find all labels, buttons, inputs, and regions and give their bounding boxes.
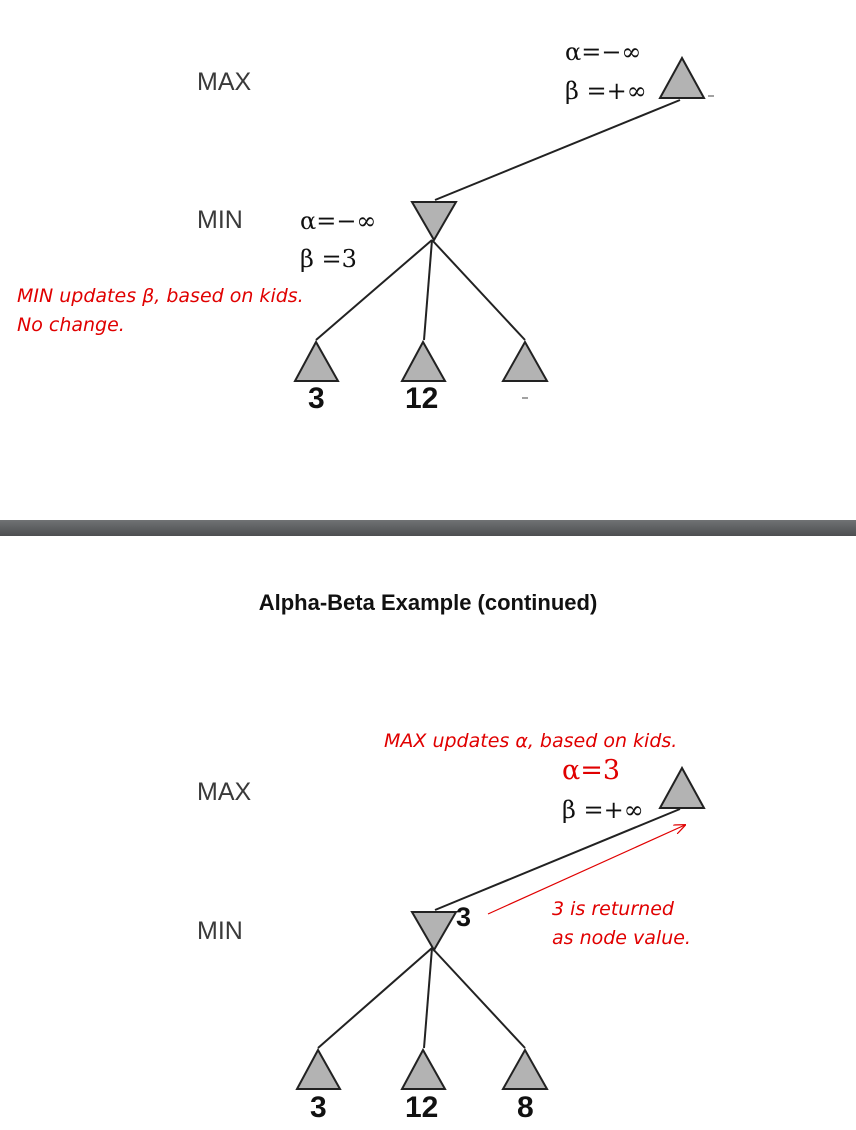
min-level-label: MIN xyxy=(197,206,243,234)
edge-min-leaf3 xyxy=(431,947,526,1049)
leaf-value-1: 3 xyxy=(308,382,325,415)
slide-title: Alpha-Beta Example (continued) xyxy=(258,590,598,615)
max-node xyxy=(658,765,706,809)
min-beta-label: β =3 xyxy=(300,245,357,273)
min-update-note-line1: MIN updates β, based on kids. xyxy=(17,285,304,307)
min-node xyxy=(410,201,458,242)
leaf-node-2 xyxy=(400,1047,447,1090)
leaf-node-3 xyxy=(501,1047,549,1090)
min-node-value: 3 xyxy=(456,902,472,932)
max-beta-label: β =+∞ xyxy=(562,796,644,824)
max-node xyxy=(658,55,706,99)
leaf-value-2: 12 xyxy=(405,1091,439,1124)
min-node xyxy=(410,911,458,952)
edge-min-leaf1 xyxy=(317,947,433,1049)
max-beta-label: β =+∞ xyxy=(565,77,647,105)
max-alpha-label: α=−∞ xyxy=(565,38,642,66)
return-note-line2: as node value. xyxy=(552,927,691,949)
min-update-note: MIN updates β, based on kids. No change. xyxy=(17,282,304,340)
slide-divider xyxy=(0,520,856,536)
return-note-line1: 3 is returned xyxy=(552,898,674,920)
leaf-value-1: 3 xyxy=(310,1091,327,1124)
min-alpha-label: α=−∞ xyxy=(300,207,377,235)
leaf-node-2 xyxy=(400,339,447,382)
tree-diagram-bottom xyxy=(295,765,706,1090)
max-level-label: MAX xyxy=(197,778,252,806)
diagram-panel-top: MAX MIN α=−∞ β =+∞ α=−∞ β =3 MIN updates… xyxy=(0,0,856,520)
edge-min-leaf3 xyxy=(431,239,526,341)
edge-max-min xyxy=(434,99,681,201)
leaf-node-1 xyxy=(293,339,340,382)
edge-min-leaf2 xyxy=(423,947,433,1049)
min-level-label: MIN xyxy=(197,917,243,945)
leaf-value-3: 8 xyxy=(517,1091,534,1124)
leaf-value-2: 12 xyxy=(405,382,439,415)
max-alpha-label: α=3 xyxy=(562,755,621,786)
max-level-label: MAX xyxy=(197,68,252,96)
leaf-node-1 xyxy=(295,1047,342,1090)
return-arrow xyxy=(487,825,685,915)
edge-min-leaf1 xyxy=(315,239,433,341)
diagram-panel-bottom: Alpha-Beta Example (continued) MAX MIN M… xyxy=(0,536,856,1130)
leaf-node-3 xyxy=(501,339,549,382)
max-update-note: MAX updates α, based on kids. xyxy=(384,730,678,752)
min-update-note-line2: No change. xyxy=(17,314,125,336)
edge-min-leaf2 xyxy=(423,239,433,341)
edge-max-min xyxy=(434,808,681,911)
return-note: 3 is returned as node value. xyxy=(552,895,691,953)
tree-diagram-top xyxy=(293,55,714,399)
